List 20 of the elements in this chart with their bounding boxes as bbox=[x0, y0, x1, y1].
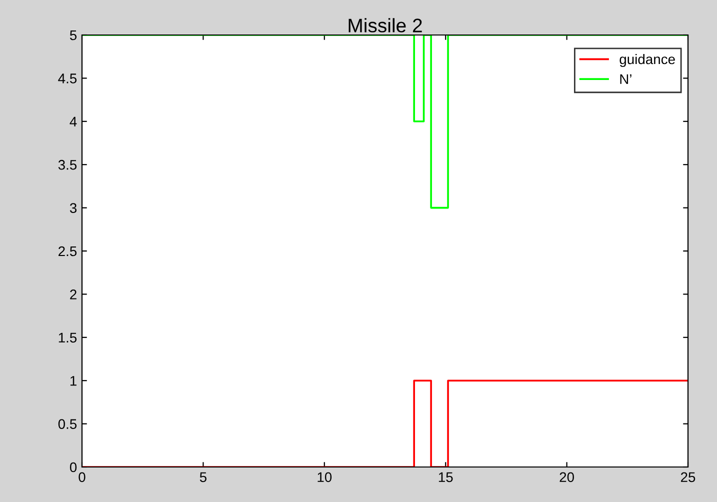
x-tick-label: 0 bbox=[78, 472, 86, 482]
y-tick-label: 1 bbox=[70, 376, 76, 386]
y-tick-label: 4.5 bbox=[58, 74, 77, 84]
y-tick-label: 2 bbox=[70, 290, 76, 300]
x-tick-label: 15 bbox=[438, 472, 453, 482]
x-tick-label: 25 bbox=[680, 472, 696, 482]
y-tick-label: 3.5 bbox=[58, 160, 77, 170]
y-tick-label: 0.5 bbox=[58, 419, 77, 429]
x-tick-label: 20 bbox=[560, 472, 574, 482]
x-tick-label: 10 bbox=[318, 472, 332, 482]
y-tick-label: 5 bbox=[70, 30, 77, 40]
y-tick-label: 0 bbox=[70, 462, 77, 472]
x-tick-label: 5 bbox=[200, 472, 206, 482]
legend-label: guidance bbox=[620, 54, 675, 67]
y-tick-label: 1.5 bbox=[58, 332, 77, 343]
legend-label: N’ bbox=[620, 74, 632, 84]
y-tick-label: 3 bbox=[70, 203, 77, 213]
y-tick-label: 2.5 bbox=[58, 246, 77, 256]
chart-title: Missile 2 bbox=[348, 18, 422, 32]
y-tick-label: 4 bbox=[70, 116, 77, 126]
